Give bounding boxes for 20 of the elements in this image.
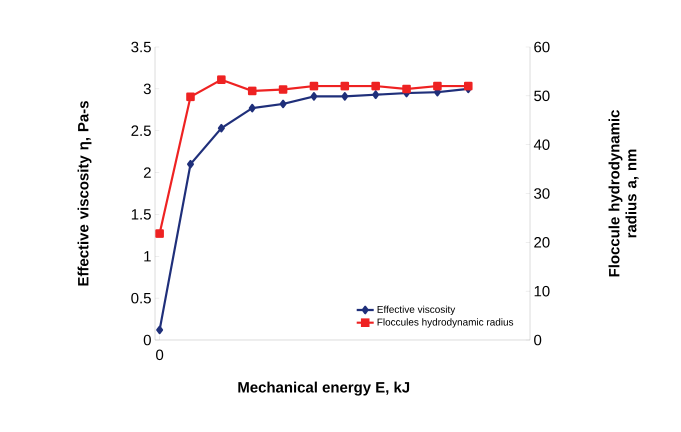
- y2-tick-label: 10: [534, 286, 550, 296]
- y2-tick-label: 30: [534, 188, 550, 199]
- y2-tick-label: 20: [534, 237, 550, 248]
- y-tick-label: 1: [144, 251, 151, 262]
- y-tick-label: 3.5: [131, 42, 151, 52]
- y2-tick-label: 40: [534, 139, 550, 150]
- y-tick-label: 2.5: [131, 125, 151, 136]
- y2-tick-label: 0: [534, 334, 542, 346]
- y-tick-label: 3: [144, 84, 151, 94]
- y-tick-label: 2: [144, 167, 151, 178]
- y-tick-label: 1.5: [132, 209, 151, 220]
- legend-label: Floccules hydrodynamic radius: [378, 318, 514, 328]
- y2-axis-title: Floccule hydrodynamic radius a, nm: [608, 110, 639, 276]
- y2-tick-label: 60: [534, 42, 550, 52]
- legend-label: Effective viscosity: [378, 306, 456, 315]
- y-tick-label: 0: [144, 334, 151, 346]
- x-axis-title: Mechanical energy E, kJ: [238, 382, 410, 396]
- y-tick-label: 0.5: [131, 292, 151, 304]
- y-axis-title: Effective viscosity η, Pa-s: [78, 101, 92, 286]
- y2-tick-label: 50: [534, 90, 550, 102]
